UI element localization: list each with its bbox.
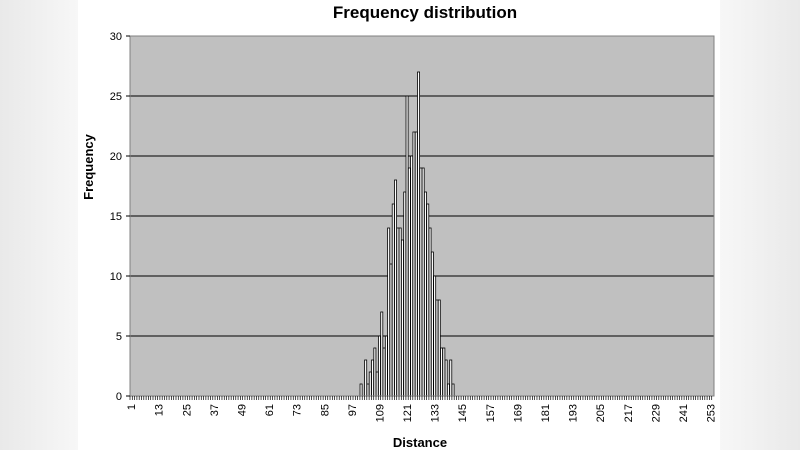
bar: [447, 383, 450, 397]
bar: [433, 275, 437, 397]
y-tick-label: 25: [110, 91, 122, 103]
bar: [368, 371, 372, 397]
bar: [375, 371, 379, 397]
x-tick-label: 169: [512, 404, 524, 422]
y-tick-label: 0: [116, 391, 122, 403]
x-tick-label: 193: [568, 404, 580, 422]
bar: [398, 227, 402, 397]
x-tick-label: 1: [126, 404, 138, 410]
bar: [407, 167, 411, 397]
bar: [442, 347, 446, 397]
right-shadow-band: [720, 0, 800, 450]
bar: [449, 359, 453, 397]
bar: [430, 251, 434, 397]
chart-title: Frequency distribution: [333, 3, 517, 22]
x-tick-label: 73: [292, 404, 304, 416]
bar: [440, 347, 443, 397]
x-tick-label: 217: [623, 404, 635, 422]
bar: [371, 359, 375, 397]
bar: [437, 299, 441, 397]
bar: [412, 131, 416, 397]
x-tick-label: 13: [154, 404, 166, 416]
x-tick-label: 121: [402, 404, 414, 422]
x-axis-title: Distance: [393, 435, 447, 450]
x-tick-label: 181: [540, 404, 552, 422]
bar: [387, 227, 391, 397]
x-tick-label: 145: [457, 404, 469, 422]
x-tick-label: 49: [237, 404, 249, 416]
x-tick-label: 133: [430, 404, 442, 422]
bar: [391, 203, 395, 397]
bar: [435, 299, 439, 397]
y-tick-label: 10: [110, 271, 122, 283]
bar: [428, 227, 432, 397]
bar: [414, 131, 418, 397]
bar: [444, 359, 448, 397]
bar: [394, 179, 397, 397]
bar: [382, 347, 386, 397]
bar: [384, 335, 388, 397]
x-tick-label: 205: [595, 404, 607, 422]
axes: [126, 35, 715, 400]
x-tick-labels: 1 13 25 37 49 61 73 85 97 109 121 133 145 157 169 181 19…: [126, 404, 717, 422]
y-tick-label: 5: [116, 331, 122, 343]
bar: [359, 383, 363, 397]
bar: [403, 191, 407, 397]
x-tick-label: 85: [319, 404, 331, 416]
x-tick-label: 241: [678, 404, 690, 422]
bar: [378, 335, 381, 397]
bar: [417, 71, 420, 397]
bar: [364, 359, 368, 397]
x-tick-label: 37: [209, 404, 221, 416]
bar: [396, 227, 400, 397]
bar: [373, 347, 377, 397]
bar: [389, 263, 393, 397]
x-tick-label: 61: [264, 404, 276, 416]
y-tick-labels: 0 5 10 15 20 25 30: [110, 31, 122, 403]
left-shadow-band: [0, 0, 78, 450]
bar: [426, 203, 430, 397]
x-tick-label: 229: [650, 404, 662, 422]
bar: [405, 95, 409, 397]
bar: [366, 383, 370, 397]
bar: [421, 167, 425, 397]
x-tick-label: 109: [374, 404, 386, 422]
bar: [380, 311, 384, 397]
y-tick-label: 15: [110, 211, 122, 223]
x-tick-label: 97: [347, 404, 359, 416]
bar: [419, 167, 423, 397]
bar: [401, 239, 404, 397]
y-axis-title: Frequency: [81, 133, 96, 200]
bar: [410, 155, 414, 397]
bar: [451, 383, 455, 397]
y-tick-label: 20: [110, 151, 122, 163]
x-tick-label: 157: [485, 404, 497, 422]
bar: [424, 191, 427, 397]
x-tick-label: 253: [706, 404, 718, 422]
y-tick-label: 30: [110, 31, 122, 43]
x-tick-label: 25: [181, 404, 193, 416]
